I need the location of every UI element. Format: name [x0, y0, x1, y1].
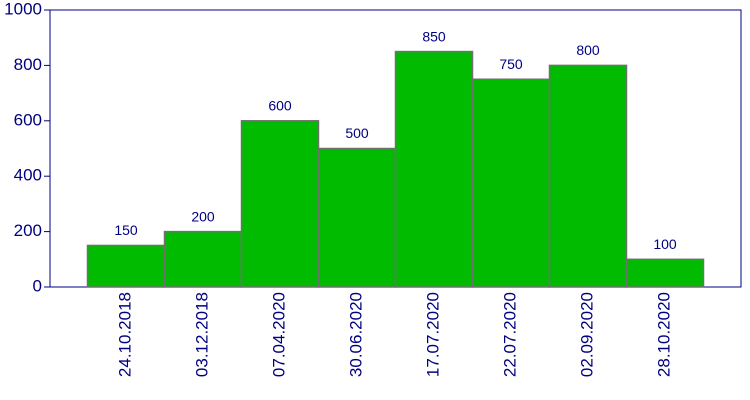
y-tick-label: 200	[14, 221, 42, 240]
value-label: 150	[114, 222, 138, 238]
y-tick-label: 800	[14, 55, 42, 74]
x-tick-label: 03.12.2018	[192, 292, 211, 377]
y-tick-label: 400	[14, 166, 42, 185]
bar	[317, 147, 397, 288]
y-tick-label: 0	[33, 276, 42, 295]
value-label: 100	[653, 236, 677, 252]
value-label: 750	[499, 56, 523, 72]
value-label: 600	[268, 98, 292, 114]
value-label: 200	[191, 208, 215, 224]
bar	[625, 258, 705, 288]
x-tick-label: 02.09.2020	[577, 292, 596, 377]
y-tick-label: 1000	[4, 0, 42, 18]
bar	[240, 120, 320, 288]
y-tick-label: 600	[14, 110, 42, 129]
x-tick-label: 17.07.2020	[423, 292, 442, 377]
bar	[394, 50, 474, 288]
x-tick-label: 24.10.2018	[115, 292, 134, 377]
x-tick-label: 30.06.2020	[346, 292, 365, 377]
bar	[471, 78, 551, 288]
bar	[86, 244, 166, 288]
value-label: 850	[422, 28, 446, 44]
bar	[548, 64, 628, 288]
value-label: 500	[345, 125, 369, 141]
x-tick-label: 28.10.2020	[654, 292, 673, 377]
bar	[163, 230, 243, 288]
x-tick-label: 07.04.2020	[269, 292, 288, 377]
value-label: 800	[576, 42, 600, 58]
x-tick-label: 22.07.2020	[500, 292, 519, 377]
